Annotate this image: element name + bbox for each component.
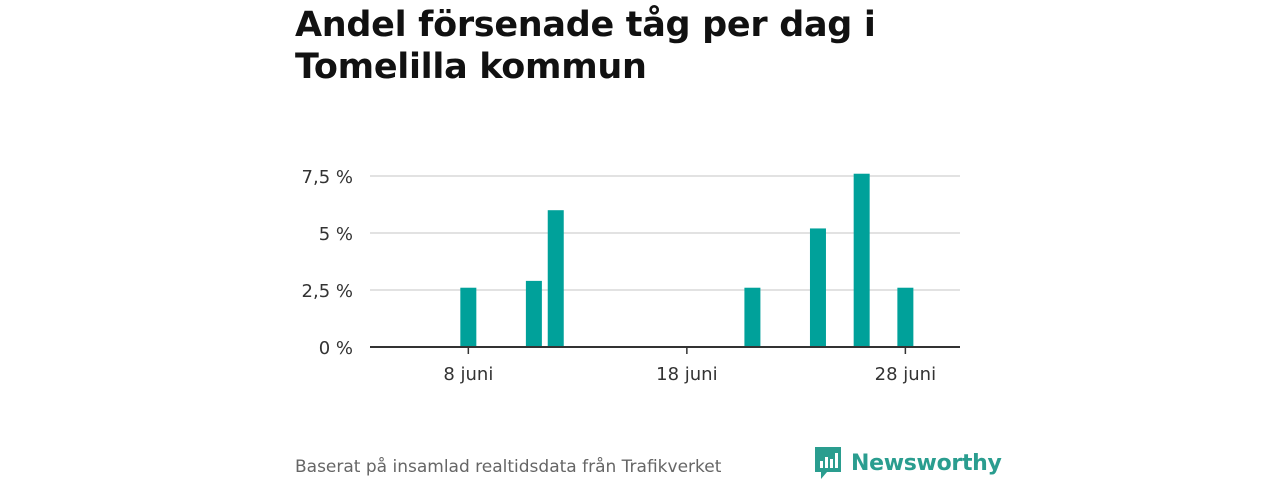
x-tick-label: 8 juni xyxy=(443,364,493,385)
y-tick-label: 0 % xyxy=(319,338,353,359)
x-tick-label: 28 juni xyxy=(875,364,936,385)
bar xyxy=(525,280,542,347)
chart-title: Andel försenade tåg per dag i Tomelilla … xyxy=(295,5,876,87)
brand-name: Newsworthy xyxy=(851,450,1002,476)
x-tick-label: 18 juni xyxy=(656,364,717,385)
source-note: Baserat på insamlad realtidsdata från Tr… xyxy=(295,457,722,477)
y-tick-label: 5 % xyxy=(319,224,353,245)
bar xyxy=(547,210,564,347)
newsworthy-logo: Newsworthy xyxy=(814,446,1002,480)
chat-bubble-chart-icon xyxy=(815,447,841,479)
y-tick-label: 7,5 % xyxy=(302,167,353,188)
bar xyxy=(744,287,761,347)
y-tick-label: 2,5 % xyxy=(302,281,353,302)
bar xyxy=(853,173,870,347)
bar xyxy=(460,287,477,347)
bar xyxy=(809,228,826,347)
bar xyxy=(897,287,914,347)
